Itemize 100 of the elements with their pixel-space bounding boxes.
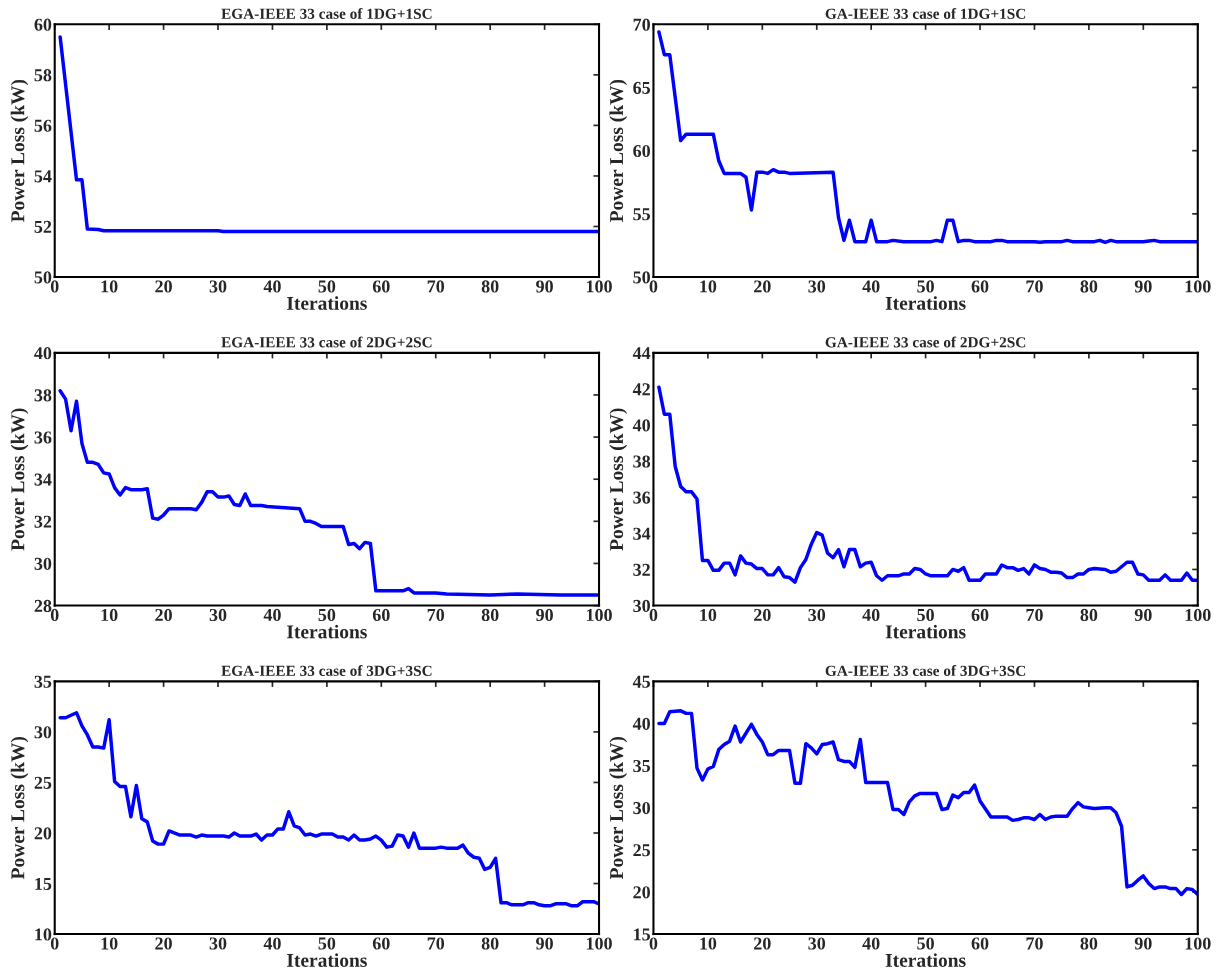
x-tick-label: 40 [862,608,880,622]
y-tick-label: 65 [633,81,651,94]
x-tick-label: 60 [372,280,390,293]
x-tick-label: 10 [700,280,717,293]
y-tick-label: 40 [632,717,650,730]
y-tick-label: 42 [632,383,650,396]
x-tick-label: 70 [1026,280,1043,293]
x-tick-label: 100 [586,937,612,950]
x-tick-label: 30 [209,937,227,950]
y-tick-label: 30 [34,726,52,739]
x-tick-label: 80 [481,280,499,293]
x-tick-label: 30 [808,608,826,622]
y-tick-label: 60 [34,18,52,31]
chart-title: GA-IEEE 33 case of 1DG+1SC [825,8,1026,19]
y-tick-label: 20 [633,886,650,899]
y-tick-label: 50 [34,271,52,284]
x-tick-label: 50 [318,280,336,293]
y-tick-label: 10 [35,928,52,941]
x-axis-title: Iterations [885,296,966,310]
x-tick-label: 40 [862,937,880,950]
y-tick-label: 36 [633,491,651,504]
x-tick-label: 60 [971,280,989,293]
y-tick-label: 52 [34,220,52,233]
y-tick-label: 35 [34,675,52,688]
x-tick-label: 0 [649,937,658,950]
x-tick-label: 50 [318,608,336,622]
x-tick-label: 60 [971,937,989,950]
y-tick-label: 44 [632,347,651,360]
x-tick-label: 20 [155,937,172,950]
y-tick-label: 28 [34,599,52,612]
y-tick-label: 54 [34,170,52,183]
y-tick-label: 32 [633,563,650,576]
x-tick-label: 90 [1134,937,1152,950]
y-tick-label: 55 [633,208,651,221]
y-tick-label: 58 [34,69,52,82]
x-tick-label: 70 [427,280,445,293]
x-tick-label: 100 [586,608,612,622]
x-tick-label: 20 [155,280,172,293]
y-tick-label: 25 [34,776,52,789]
x-tick-label: 0 [50,280,59,293]
x-tick-label: 80 [481,937,499,950]
y-axis-title: Power Loss (kW) [10,408,29,551]
x-axis-title: Iterations [287,296,367,310]
x-tick-label: 70 [427,937,445,950]
x-tick-label: 100 [1185,280,1211,293]
x-tick-label: 90 [536,937,553,950]
x-tick-label: 80 [481,608,499,622]
x-tick-label: 50 [318,937,336,950]
x-tick-label: 10 [700,608,717,622]
chart-title: EGA-IEEE 33 case of 1DG+1SC [221,8,432,19]
x-tick-label: 100 [1185,608,1211,622]
chart-title: EGA-IEEE 33 case of 2DG+2SC [221,336,432,348]
x-tick-label: 90 [536,608,553,622]
x-tick-label: 0 [649,608,658,622]
y-tick-label: 30 [633,801,650,815]
x-tick-label: 40 [862,280,880,293]
y-tick-label: 38 [34,389,52,402]
y-tick-label: 40 [632,419,650,432]
chart-title: EGA-IEEE 33 case of 3DG+3SC [221,665,432,676]
x-tick-label: 50 [917,937,934,950]
x-tick-label: 100 [1185,937,1211,950]
x-tick-label: 10 [101,608,118,622]
line-series [657,385,1198,584]
x-tick-label: 40 [263,608,281,622]
x-tick-label: 20 [754,280,771,293]
x-tick-label: 0 [649,280,658,293]
y-axis-title: Power Loss (kW) [609,79,628,223]
y-tick-label: 25 [633,844,651,857]
x-tick-label: 50 [917,608,934,622]
x-tick-label: 100 [586,280,612,293]
x-tick-label: 70 [1026,937,1043,950]
x-tick-label: 30 [209,280,227,293]
x-axis-title: Iterations [885,953,966,967]
x-tick-label: 10 [101,937,118,950]
x-tick-label: 30 [808,280,826,293]
x-tick-label: 60 [372,608,390,622]
line-series [58,35,600,234]
chart-title: GA-IEEE 33 case of 2DG+2SC [825,336,1026,348]
y-tick-label: 34 [633,527,651,540]
y-tick-label: 34 [34,473,52,486]
x-tick-label: 0 [50,608,59,622]
y-tick-label: 20 [34,827,52,840]
y-tick-label: 56 [34,119,52,132]
y-tick-label: 38 [633,455,651,468]
x-tick-label: 10 [101,280,118,293]
x-tick-label: 90 [1134,608,1152,622]
line-series [58,710,600,908]
y-tick-label: 70 [633,18,650,31]
y-tick-label: 32 [34,515,52,528]
y-axis-title: Power Loss (kW) [10,79,29,223]
x-tick-label: 10 [700,937,717,950]
x-tick-label: 30 [209,608,227,622]
x-tick-label: 30 [808,937,826,950]
y-tick-label: 15 [35,877,52,890]
x-tick-label: 40 [263,937,281,950]
x-tick-label: 40 [263,280,281,293]
x-tick-label: 20 [155,608,172,622]
line-series [657,709,1198,897]
y-tick-label: 30 [633,599,650,612]
x-tick-label: 70 [1026,608,1043,622]
